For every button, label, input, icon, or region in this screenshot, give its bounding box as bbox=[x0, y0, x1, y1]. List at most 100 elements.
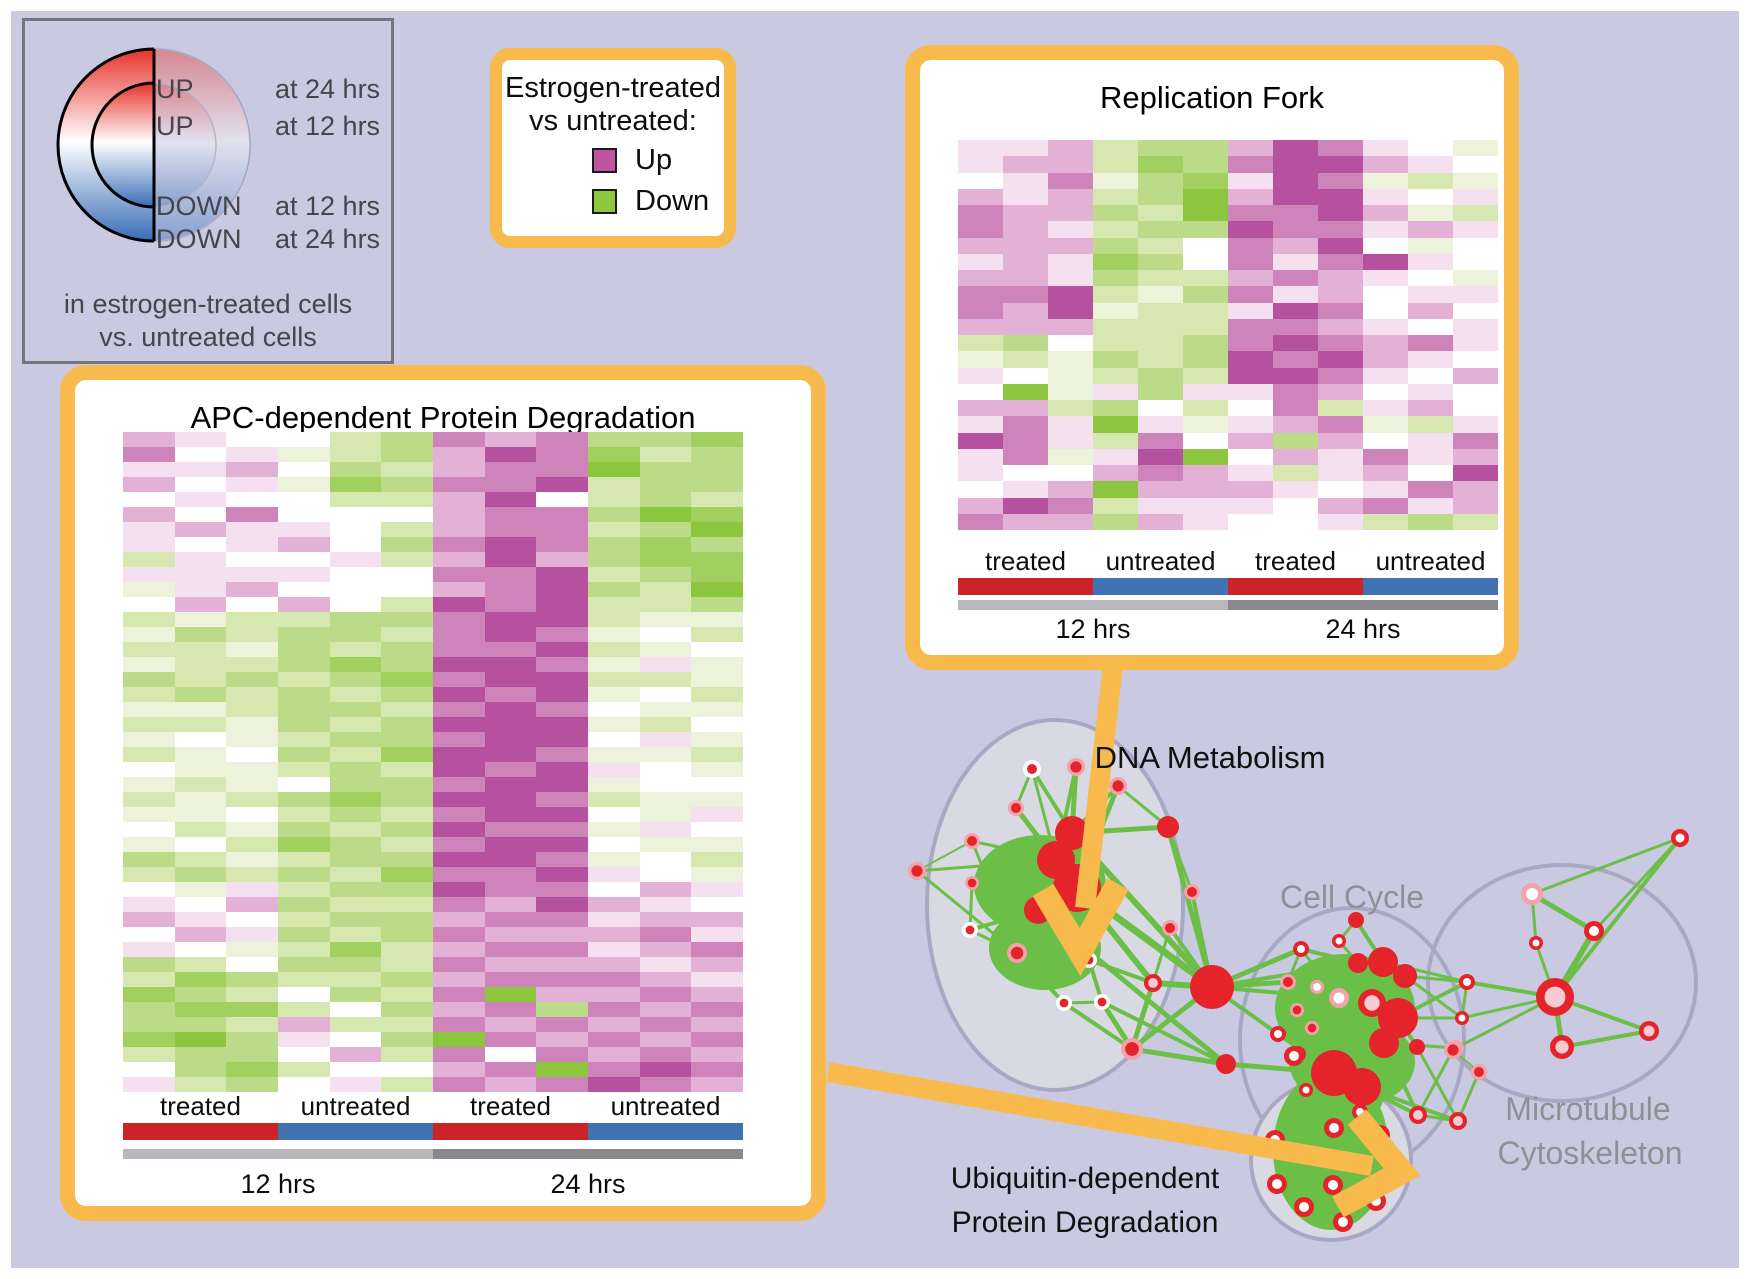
network-edge bbox=[1131, 1046, 1227, 1067]
heatmap-cell bbox=[329, 522, 382, 537]
heatmap-cell bbox=[381, 522, 433, 537]
heatmap-cell bbox=[588, 582, 640, 597]
heatmap-cell bbox=[1228, 237, 1273, 254]
heatmap-cell bbox=[123, 642, 175, 657]
heatmap-cell bbox=[1273, 367, 1318, 384]
heatmap-cell bbox=[1228, 140, 1273, 157]
heatmap-cell bbox=[639, 1047, 692, 1062]
network-node-core bbox=[1011, 803, 1021, 813]
heatmap-cell bbox=[639, 777, 692, 792]
heatmap-cell bbox=[1003, 383, 1048, 400]
heatmap-cell bbox=[329, 627, 382, 642]
heatmap-cell bbox=[278, 432, 330, 447]
heatmap-cell bbox=[1318, 383, 1363, 400]
heatmap-cell bbox=[381, 762, 433, 777]
heatmap-cell bbox=[536, 942, 588, 957]
heatmap-cell bbox=[1408, 205, 1453, 222]
heatmap-cell bbox=[226, 582, 278, 597]
heatmap-cell bbox=[536, 807, 588, 822]
network-node-core bbox=[1544, 986, 1566, 1008]
heatmap-cell bbox=[1048, 432, 1093, 449]
heatmap-cell bbox=[329, 672, 382, 687]
heatmap-cell bbox=[329, 552, 382, 567]
heatmap-cell bbox=[174, 792, 227, 807]
heatmap-cell bbox=[958, 432, 1003, 449]
heatmap-cell bbox=[433, 1062, 485, 1077]
network-node bbox=[1055, 816, 1089, 850]
replication-fork-panel: Replication Fork treated untreated treated… bbox=[905, 45, 1519, 670]
heatmap-cell bbox=[639, 672, 692, 687]
heatmap-cell bbox=[639, 462, 692, 477]
heatmap-cell bbox=[1318, 253, 1363, 270]
heatmap-cell bbox=[639, 657, 692, 672]
heatmap-cell bbox=[958, 270, 1003, 287]
heatmap-cell bbox=[484, 687, 537, 702]
heatmap-cell bbox=[1183, 156, 1228, 173]
heatmap-cell bbox=[1273, 172, 1318, 189]
heatmap-cell bbox=[536, 867, 588, 882]
heatmap-cell bbox=[174, 972, 227, 987]
heatmap-cell bbox=[433, 612, 485, 627]
network-node-core bbox=[1148, 978, 1158, 988]
heatmap-cell bbox=[691, 987, 743, 1002]
heatmap-cell bbox=[1318, 221, 1363, 238]
heatmap-cell bbox=[226, 657, 278, 672]
heatmap-cell bbox=[433, 957, 485, 972]
heatmap-cell bbox=[691, 537, 743, 552]
heatmap-cell bbox=[1273, 400, 1318, 417]
group-label: untreated bbox=[610, 1091, 721, 1121]
heatmap-cell bbox=[278, 1002, 330, 1017]
replication-fork-heatmap bbox=[958, 140, 1498, 530]
heatmap-cell bbox=[1453, 188, 1498, 205]
heatmap-cell bbox=[1408, 465, 1453, 482]
heatmap-cell bbox=[433, 882, 485, 897]
heatmap-cell bbox=[1273, 221, 1318, 238]
heatmap-cell bbox=[174, 987, 227, 1002]
heatmap-cell bbox=[278, 777, 330, 792]
heatmap-cell bbox=[174, 657, 227, 672]
network-node bbox=[1348, 953, 1368, 973]
heatmap-cell bbox=[588, 567, 640, 582]
heatmap-cell bbox=[123, 432, 175, 447]
heatmap-cell bbox=[588, 942, 640, 957]
heatmap-cell bbox=[1453, 302, 1498, 319]
network-node bbox=[1393, 964, 1417, 988]
heatmap-cell bbox=[1183, 205, 1228, 222]
heatmap-cell bbox=[639, 912, 692, 927]
heatmap-cell bbox=[278, 702, 330, 717]
heatmap-cell bbox=[278, 807, 330, 822]
heatmap-cell bbox=[278, 1047, 330, 1062]
heatmap-cell bbox=[174, 717, 227, 732]
heatmap-cell bbox=[639, 537, 692, 552]
heatmap-cell bbox=[536, 552, 588, 567]
heatmap-cell bbox=[1183, 351, 1228, 368]
heatmap-cell bbox=[484, 582, 537, 597]
arrow-to-dna-metabolism-head bbox=[1032, 878, 1129, 976]
heatmap-cell bbox=[381, 987, 433, 1002]
heatmap-cell bbox=[691, 567, 743, 582]
network-edge bbox=[916, 858, 1057, 873]
heatmap-cell bbox=[1318, 270, 1363, 287]
heatmap-cell bbox=[1318, 416, 1363, 433]
heatmap-cell bbox=[536, 837, 588, 852]
heatmap-cell bbox=[226, 492, 278, 507]
heatmap-cell bbox=[691, 657, 743, 672]
heatmap-cell bbox=[433, 1047, 485, 1062]
dir-down-24: DOWN bbox=[156, 224, 241, 254]
heatmap-cell bbox=[1093, 513, 1138, 530]
dir-down-12: DOWN bbox=[156, 191, 241, 221]
heatmap-cell bbox=[1138, 302, 1183, 319]
heatmap-cell bbox=[278, 942, 330, 957]
heatmap-cell bbox=[958, 400, 1003, 417]
heatmap-cell bbox=[691, 747, 743, 762]
heatmap-cell bbox=[381, 732, 433, 747]
heatmap-cell bbox=[123, 477, 175, 492]
heatmap-cell bbox=[278, 1032, 330, 1047]
heatmap-cell bbox=[1093, 156, 1138, 173]
heatmap-cell bbox=[484, 507, 537, 522]
heatmap-cell bbox=[123, 717, 175, 732]
heatmap-cell bbox=[536, 957, 588, 972]
heatmap-cell bbox=[1183, 318, 1228, 335]
heatmap-cell bbox=[639, 972, 692, 987]
